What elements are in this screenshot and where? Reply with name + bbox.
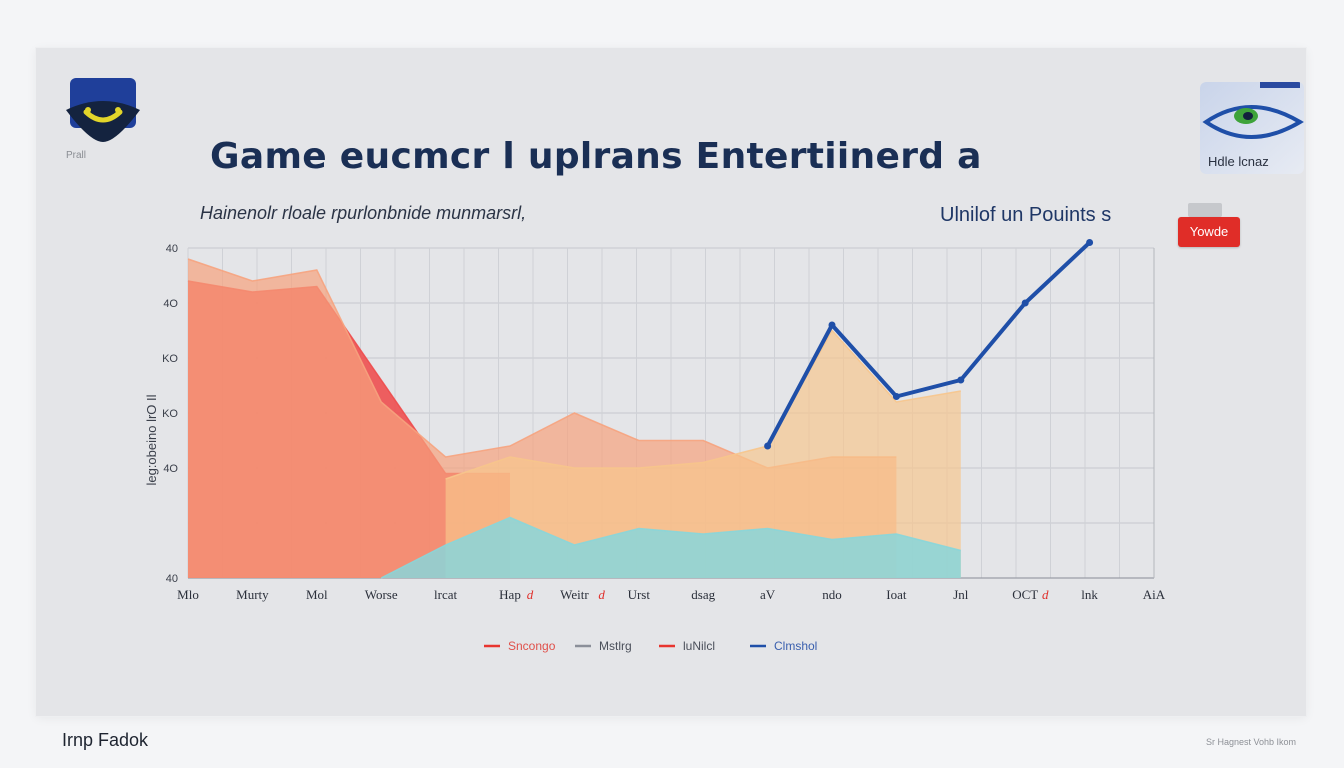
x-tick-label: ndo [822,587,842,602]
legend-label: Clmshol [774,639,817,653]
hd-card-label: Hdle lcnaz [1208,154,1269,169]
series-point-4 [892,393,900,400]
game-controller-logo-icon [66,78,140,142]
hd-eye-card-icon[interactable] [1200,82,1304,174]
y-tick-label: 40 [166,573,178,585]
series-area-3 [381,517,961,578]
y-tick-label: KO [162,353,178,365]
x-tick-label: Hap [499,587,521,602]
x-tick-label: Mlo [177,587,199,602]
series-point-4 [764,442,772,450]
x-tick-label: lrcat [434,587,457,602]
footer-right-text: Sr Hagnest Vohb Ikom [1206,737,1297,747]
x-tick-label: Murty [236,587,269,602]
x-tick-label: Jnl [953,587,969,602]
logo-caption: Prall [66,150,87,161]
legend-label: luNilcl [683,639,715,653]
series-point-4 [1021,299,1029,307]
x-tick-label: aV [760,587,776,602]
chart-title: Game eucmcr l uplrans Entertiinerd a [210,136,982,177]
footer-left-text: Irnp Fadok [62,730,149,750]
x-tick-accent: d [527,587,534,602]
series-point-4 [1086,239,1094,246]
y-tick-label: 40 [166,243,178,255]
y-axis-title: leg:obeino lrO Il [144,394,159,486]
badge-placeholder [1188,203,1222,217]
chart-subtitle: Hainenolr rloale rpurlonbnide munmarsrl, [200,203,527,223]
x-tick-label: lnk [1081,587,1098,602]
y-tick-label: 4O [163,463,178,475]
series-point-4 [957,376,965,384]
y-tick-label: 4O [163,298,178,310]
series-edge-3 [380,516,961,579]
series-area-2 [445,330,961,578]
x-tick-label: AiA [1143,587,1166,602]
legend-label: Sncongo [508,639,556,653]
youtube-badge-button[interactable]: Yowde [1178,217,1240,247]
x-tick-label: dsag [691,587,715,602]
x-tick-label: OCT [1012,587,1038,602]
x-tick-label: Weitr [560,587,589,602]
y-tick-label: KO [162,408,178,420]
legend-label: Mstlrg [599,639,632,653]
x-tick-label: Mol [306,587,328,602]
x-tick-accent: d [598,587,605,602]
x-tick-label: Urst [628,587,651,602]
series-point-4 [828,321,836,329]
x-tick-accent: d [1042,587,1049,602]
series-edge-2 [445,329,961,480]
units-label: Ulnilof un Pouints s [940,204,1112,226]
x-tick-label: Worse [365,587,398,602]
x-tick-label: Ioat [886,587,907,602]
series-line-4 [765,241,1091,447]
